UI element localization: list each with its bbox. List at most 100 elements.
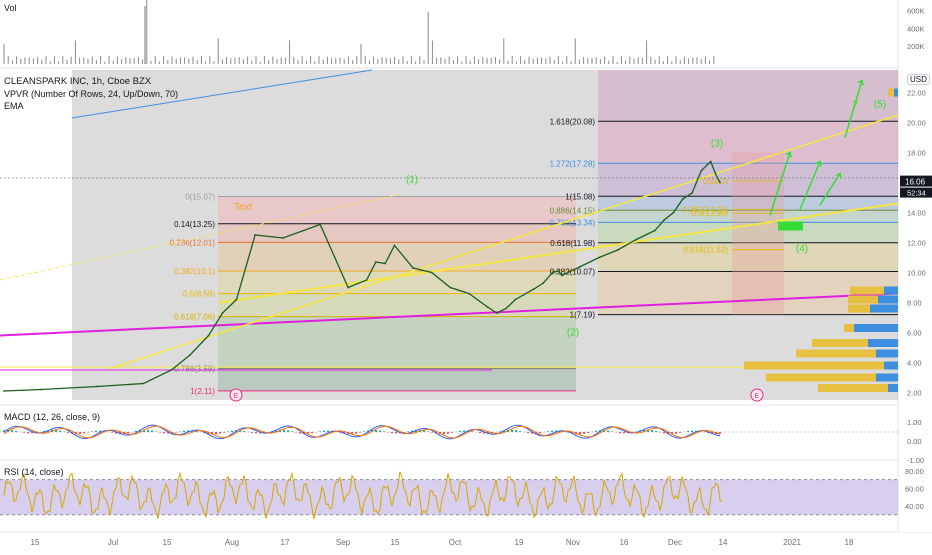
vpvr-bar bbox=[876, 350, 898, 358]
macd-histogram-bar bbox=[183, 431, 185, 432]
vpvr-bar bbox=[744, 362, 884, 370]
fib-small-label: 0.5(13.96) bbox=[692, 209, 729, 218]
vpvr-bar bbox=[766, 374, 876, 382]
wave-label: (2) bbox=[567, 328, 579, 339]
vpvr-bar bbox=[888, 384, 898, 392]
macd-histogram-bar bbox=[375, 430, 377, 432]
price-point bbox=[663, 219, 665, 221]
macd-histogram-bar bbox=[151, 430, 153, 432]
macd-histogram-bar bbox=[431, 432, 433, 433]
volume-tick: 400K bbox=[907, 24, 925, 33]
macd-histogram-bar bbox=[359, 432, 361, 433]
vpvr-bar bbox=[812, 339, 868, 347]
fib-level-label: 0.14(13.25) bbox=[174, 220, 215, 229]
price-point bbox=[143, 383, 145, 385]
price-tick: 4.00 bbox=[907, 359, 922, 368]
currency-badge[interactable]: USD bbox=[907, 74, 930, 85]
macd-histogram-bar bbox=[527, 432, 529, 433]
vpvr-title[interactable]: VPVR (Number Of Rows, 24, Up/Down, 70) bbox=[4, 89, 178, 99]
text-marker: Text bbox=[234, 202, 252, 213]
symbol-title[interactable]: CLEANSPARK INC, 1h, Cboe BZX bbox=[4, 76, 151, 87]
price-point bbox=[673, 212, 675, 214]
macd-histogram-bar bbox=[23, 432, 25, 433]
fib-level-label: 0.5(8.59) bbox=[183, 290, 215, 299]
price-point bbox=[654, 230, 656, 232]
ema-title[interactable]: EMA bbox=[4, 101, 24, 111]
wave-label: (3) bbox=[711, 139, 723, 150]
price-point bbox=[189, 354, 191, 356]
macd-histogram-bar bbox=[379, 430, 381, 432]
macd-histogram-bar bbox=[311, 432, 313, 433]
macd-histogram-bar bbox=[363, 431, 365, 432]
fib-level-label: 0(15.07) bbox=[185, 192, 215, 201]
macd-histogram-bar bbox=[67, 432, 69, 433]
macd-histogram-bar bbox=[519, 431, 521, 432]
fib-zone bbox=[218, 271, 576, 294]
macd-histogram-bar bbox=[95, 431, 97, 432]
price-point bbox=[542, 282, 544, 284]
macd-histogram-bar bbox=[243, 431, 245, 432]
macd-histogram-bar bbox=[443, 432, 445, 434]
time-tick: 19 bbox=[515, 538, 524, 547]
price-point bbox=[580, 266, 582, 268]
macd-histogram-bar bbox=[547, 431, 549, 432]
price-point bbox=[222, 312, 224, 314]
macd-histogram-bar bbox=[231, 431, 233, 432]
macd-tick: -1.00 bbox=[907, 456, 924, 465]
macd-histogram-bar bbox=[511, 430, 513, 432]
macd-histogram-bar bbox=[515, 430, 517, 432]
volume-tick: 200K bbox=[907, 42, 925, 51]
fib-level-label: 0.382(10.1) bbox=[174, 267, 215, 276]
macd-histogram-bar bbox=[15, 431, 17, 432]
price-point bbox=[449, 287, 451, 289]
time-tick: 15 bbox=[163, 538, 172, 547]
rsi-title[interactable]: RSI (14, close) bbox=[4, 467, 64, 477]
macd-histogram-bar bbox=[355, 432, 357, 434]
macd-histogram-bar bbox=[79, 432, 81, 434]
fib-level-label: 0.618(11.98) bbox=[550, 239, 595, 248]
macd-tick: 0.00 bbox=[907, 437, 922, 446]
macd-histogram-bar bbox=[215, 432, 217, 434]
price-tick: 6.00 bbox=[907, 329, 922, 338]
price-point bbox=[701, 170, 703, 172]
price-point bbox=[347, 287, 349, 289]
macd-histogram-bar bbox=[291, 431, 293, 432]
vpvr-bar bbox=[868, 339, 898, 347]
macd-histogram-bar bbox=[111, 432, 113, 433]
price-point bbox=[617, 249, 619, 251]
price-point bbox=[375, 261, 377, 263]
macd-histogram-bar bbox=[175, 432, 177, 433]
price-point bbox=[496, 312, 498, 314]
macd-histogram-bar bbox=[155, 431, 157, 432]
macd-histogram-bar bbox=[391, 432, 393, 433]
price-point bbox=[635, 239, 637, 241]
macd-histogram-bar bbox=[463, 431, 465, 432]
time-tick: 14 bbox=[719, 538, 728, 547]
vpvr-bar bbox=[870, 305, 898, 313]
time-tick: 17 bbox=[281, 538, 290, 547]
macd-title[interactable]: MACD (12, 26, close, 9) bbox=[4, 412, 100, 422]
price-point bbox=[412, 267, 414, 269]
macd-histogram-bar bbox=[287, 430, 289, 432]
macd-histogram-bar bbox=[323, 431, 325, 432]
price-point bbox=[40, 389, 42, 391]
macd-histogram-bar bbox=[11, 430, 13, 432]
fib-level-label: 0.786(3.59) bbox=[174, 365, 215, 374]
macd-histogram-bar bbox=[383, 431, 385, 432]
price-point bbox=[254, 234, 256, 236]
rsi-tick: 60.00 bbox=[905, 484, 924, 493]
macd-histogram-bar bbox=[651, 430, 653, 432]
macd-histogram-bar bbox=[579, 432, 581, 434]
time-tick: Dec bbox=[668, 538, 682, 547]
macd-histogram-bar bbox=[327, 431, 329, 432]
macd-histogram-bar bbox=[59, 431, 61, 432]
macd-histogram-bar bbox=[319, 431, 321, 432]
time-tick: Oct bbox=[449, 538, 462, 547]
macd-histogram-bar bbox=[83, 432, 85, 433]
price-point bbox=[691, 192, 693, 194]
vpvr-bar bbox=[878, 296, 898, 304]
fib-level-label: 1.618(20.08) bbox=[550, 117, 596, 126]
wave-label: (5) bbox=[874, 100, 886, 111]
time-tick: 16 bbox=[620, 538, 629, 547]
price-point bbox=[505, 308, 507, 310]
